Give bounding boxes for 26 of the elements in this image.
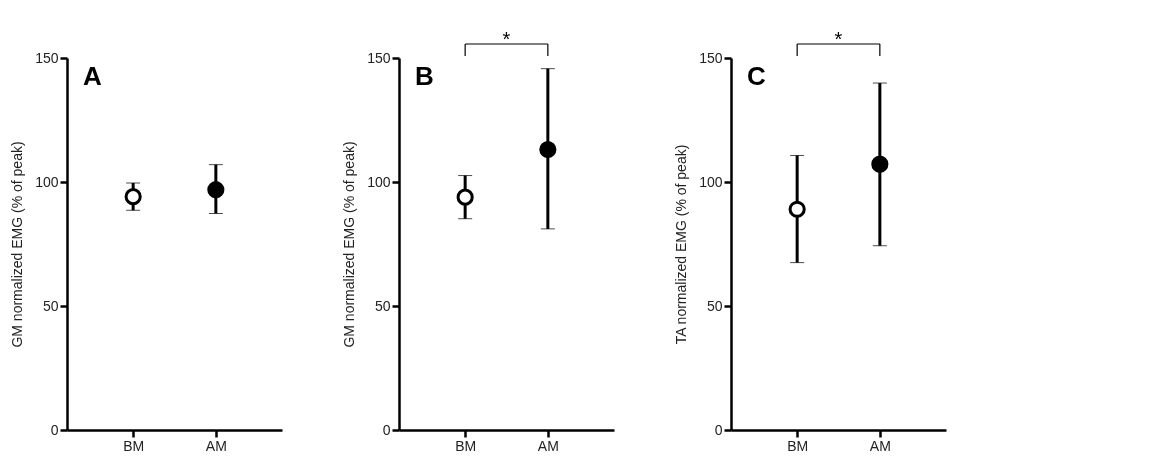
- y-tick-label: 150: [367, 49, 391, 66]
- text: *: [834, 28, 843, 50]
- y-axis-title: GM normalized EMG (% of peak): [341, 141, 358, 348]
- chart-title: A: [83, 61, 102, 91]
- x-tick-label: AM: [869, 437, 891, 454]
- text: *: [502, 28, 511, 50]
- x-tick-label: BM: [455, 437, 477, 454]
- y-axis-title: TA normalized EMG (% of peak): [673, 144, 690, 345]
- y-tick-label: 150: [699, 49, 723, 66]
- y-tick-label: 0: [714, 421, 723, 438]
- y-tick-label: 100: [367, 173, 391, 190]
- y-tick-label: 50: [706, 297, 723, 314]
- chart-title: B: [415, 61, 434, 91]
- y-tick-label: 0: [50, 421, 59, 438]
- y-tick-label: 100: [699, 173, 723, 190]
- y-tick-label: 100: [35, 173, 59, 190]
- y-tick-label: 50: [374, 297, 391, 314]
- x-tick-label: AM: [205, 437, 227, 454]
- x-tick-label: AM: [537, 437, 559, 454]
- y-tick-label: 50: [42, 297, 59, 314]
- y-tick-label: 0: [382, 421, 391, 438]
- y-tick-label: 150: [35, 49, 59, 66]
- x-tick-label: BM: [787, 437, 809, 454]
- chart-title: C: [747, 61, 766, 91]
- y-axis-title: GM normalized EMG (% of peak): [9, 141, 26, 348]
- x-tick-label: BM: [123, 437, 145, 454]
